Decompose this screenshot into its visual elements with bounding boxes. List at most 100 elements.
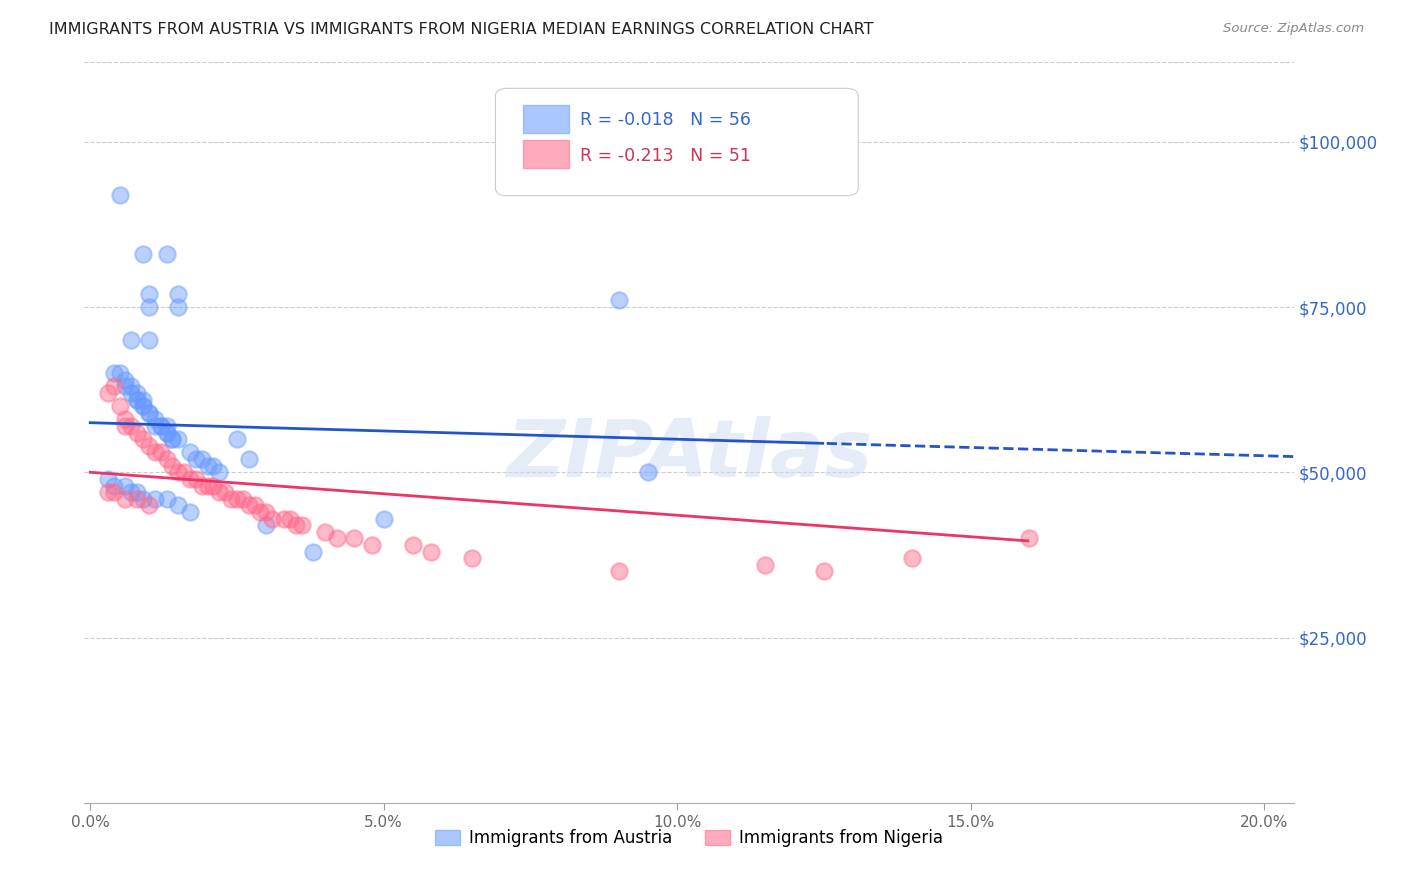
Point xyxy=(167,465,190,479)
Point xyxy=(284,518,307,533)
Point xyxy=(202,478,225,492)
Text: IMMIGRANTS FROM AUSTRIA VS IMMIGRANTS FROM NIGERIA MEDIAN EARNINGS CORRELATION C: IMMIGRANTS FROM AUSTRIA VS IMMIGRANTS FR… xyxy=(49,22,873,37)
Point xyxy=(254,518,277,533)
Point xyxy=(238,499,260,513)
Point xyxy=(162,432,184,446)
Point xyxy=(167,499,190,513)
Point xyxy=(132,247,155,261)
Point xyxy=(607,293,630,308)
Point xyxy=(108,366,131,380)
Point xyxy=(419,544,441,558)
Point xyxy=(138,406,160,420)
Point xyxy=(238,452,260,467)
Point xyxy=(197,478,219,492)
Point xyxy=(219,491,242,506)
Point xyxy=(132,399,155,413)
Point xyxy=(97,472,120,486)
Text: R = -0.213   N = 51: R = -0.213 N = 51 xyxy=(581,147,751,165)
Point xyxy=(155,419,177,434)
Point xyxy=(149,445,172,459)
Point xyxy=(103,478,125,492)
Point xyxy=(167,286,190,301)
Point xyxy=(167,432,190,446)
Point xyxy=(132,432,155,446)
Point xyxy=(120,419,142,434)
Point xyxy=(108,187,131,202)
Text: Source: ZipAtlas.com: Source: ZipAtlas.com xyxy=(1223,22,1364,36)
Point xyxy=(138,286,160,301)
Point xyxy=(813,565,835,579)
Point xyxy=(162,458,184,473)
Point xyxy=(190,478,212,492)
Point xyxy=(232,491,254,506)
Point xyxy=(127,425,149,440)
Point xyxy=(127,485,149,500)
Point xyxy=(173,465,195,479)
Point xyxy=(214,485,236,500)
Point xyxy=(1018,532,1040,546)
Point xyxy=(114,412,136,426)
Point xyxy=(138,406,160,420)
Point xyxy=(143,412,166,426)
Point xyxy=(127,392,149,407)
Point xyxy=(273,511,295,525)
Point xyxy=(302,544,325,558)
Point xyxy=(184,452,207,467)
Point xyxy=(127,491,149,506)
Point xyxy=(103,485,125,500)
Point xyxy=(402,538,425,552)
Point xyxy=(179,505,201,519)
Text: ZIPAtlas: ZIPAtlas xyxy=(506,416,872,494)
Point xyxy=(114,491,136,506)
Point xyxy=(120,485,142,500)
Point xyxy=(138,499,160,513)
Text: R = -0.018   N = 56: R = -0.018 N = 56 xyxy=(581,112,751,129)
Point xyxy=(132,392,155,407)
Point xyxy=(461,551,484,566)
Point xyxy=(179,445,201,459)
Point xyxy=(254,505,277,519)
Point xyxy=(278,511,301,525)
Point xyxy=(132,491,155,506)
Point xyxy=(208,485,231,500)
Point xyxy=(127,386,149,401)
Point xyxy=(343,532,366,546)
Point xyxy=(127,392,149,407)
Point xyxy=(190,452,212,467)
Point xyxy=(361,538,384,552)
Point xyxy=(155,452,177,467)
Point xyxy=(114,379,136,393)
Point xyxy=(202,458,225,473)
Point xyxy=(114,419,136,434)
Point xyxy=(143,419,166,434)
Point xyxy=(155,247,177,261)
Bar xyxy=(523,140,569,169)
Point xyxy=(262,511,284,525)
Point xyxy=(149,419,172,434)
Point xyxy=(249,505,271,519)
Point xyxy=(162,432,184,446)
Point xyxy=(901,551,924,566)
Point xyxy=(108,399,131,413)
Point xyxy=(114,478,136,492)
Point xyxy=(143,445,166,459)
Point xyxy=(103,379,125,393)
Point xyxy=(179,472,201,486)
Point xyxy=(290,518,312,533)
Point xyxy=(138,333,160,347)
Legend: Immigrants from Austria, Immigrants from Nigeria: Immigrants from Austria, Immigrants from… xyxy=(429,822,949,854)
Point xyxy=(155,425,177,440)
FancyBboxPatch shape xyxy=(495,88,858,195)
Point xyxy=(120,386,142,401)
Point xyxy=(167,300,190,314)
Point xyxy=(226,432,249,446)
Point xyxy=(637,465,659,479)
Bar xyxy=(523,104,569,133)
Point xyxy=(149,419,172,434)
Point xyxy=(143,491,166,506)
Point xyxy=(132,399,155,413)
Point xyxy=(607,565,630,579)
Point xyxy=(138,439,160,453)
Point xyxy=(120,379,142,393)
Point xyxy=(114,373,136,387)
